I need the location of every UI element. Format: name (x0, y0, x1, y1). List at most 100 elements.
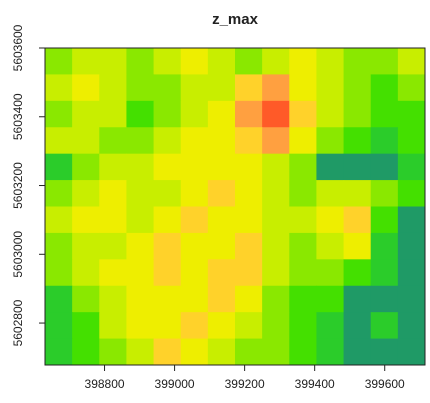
raster-cell (207, 74, 236, 102)
raster-cell (235, 312, 263, 340)
raster-cell (370, 232, 399, 260)
raster-cell (397, 74, 426, 102)
raster-cell (235, 285, 263, 313)
raster (45, 48, 426, 366)
raster-cell (397, 206, 426, 234)
raster-cell (343, 127, 372, 155)
raster-cell (99, 100, 127, 128)
raster-cell (153, 48, 182, 75)
raster-cell (316, 74, 345, 102)
raster-cell (289, 338, 317, 366)
raster-cell (45, 48, 73, 75)
x-tick-label: 399600 (365, 377, 405, 391)
y-tick-label: 5603600 (11, 24, 25, 71)
raster-cell (99, 259, 127, 287)
raster-cell (126, 127, 155, 155)
raster-cell (126, 153, 155, 181)
raster-cell (153, 259, 182, 287)
raster-cell (207, 338, 236, 366)
raster-cell (397, 259, 426, 287)
raster-cell (72, 312, 100, 340)
y-tick-label: 5603200 (11, 162, 25, 209)
raster-cell (207, 312, 236, 340)
raster-cell (316, 127, 345, 155)
raster-cell (262, 206, 290, 234)
raster-cell (45, 74, 73, 102)
raster-cell (126, 48, 155, 75)
raster-cell (153, 180, 182, 207)
raster-cell (343, 206, 372, 234)
x-tick-label: 399000 (155, 377, 195, 391)
raster-cell (72, 206, 100, 234)
raster-cell (316, 259, 345, 287)
raster-cell (370, 100, 399, 128)
raster-cell (370, 48, 399, 75)
raster-cell (370, 338, 399, 366)
raster-cell (235, 48, 263, 75)
raster-cell (45, 285, 73, 313)
raster-cell (370, 180, 399, 207)
raster-cell (207, 153, 236, 181)
raster-cell (153, 206, 182, 234)
raster-cell (235, 153, 263, 181)
raster-cell (72, 127, 100, 155)
raster-cell (343, 180, 372, 207)
raster-cell (153, 285, 182, 313)
raster-cell (289, 312, 317, 340)
raster-cell (126, 312, 155, 340)
raster-cell (153, 232, 182, 260)
raster-cell (343, 312, 372, 340)
raster-cell (316, 285, 345, 313)
raster-cell (180, 127, 209, 155)
raster-cell (72, 153, 100, 181)
raster-cell (235, 232, 263, 260)
raster-cell (262, 232, 290, 260)
raster-cell (207, 48, 236, 75)
raster-cell (289, 153, 317, 181)
raster-cell (180, 338, 209, 366)
raster-cell (72, 285, 100, 313)
raster-cell (262, 259, 290, 287)
raster-cell (180, 206, 209, 234)
raster-cell (207, 232, 236, 260)
raster-cell (262, 48, 290, 75)
raster-cell (235, 127, 263, 155)
raster-cell (262, 338, 290, 366)
y-tick-label: 5603400 (11, 93, 25, 140)
raster-cell (45, 127, 73, 155)
raster-cell (397, 285, 426, 313)
raster-cell (397, 153, 426, 181)
raster-cell (316, 153, 345, 181)
raster-cell (45, 259, 73, 287)
raster-cell (207, 180, 236, 207)
raster-cell (207, 127, 236, 155)
raster-cell (397, 338, 426, 366)
raster-cell (153, 127, 182, 155)
raster-cell (370, 285, 399, 313)
raster-cell (72, 180, 100, 207)
raster-cell (343, 338, 372, 366)
raster-cell (180, 259, 209, 287)
raster-cell (72, 74, 100, 102)
raster-cell (99, 285, 127, 313)
raster-cell (343, 100, 372, 128)
raster-cell (343, 153, 372, 181)
plot-frame (44, 47, 426, 366)
raster-cell (397, 127, 426, 155)
raster-cell (126, 232, 155, 260)
raster-cell (45, 232, 73, 260)
raster-cell (72, 338, 100, 366)
raster-cell (180, 285, 209, 313)
raster-cell (99, 338, 127, 366)
raster-cell (343, 232, 372, 260)
raster-cell (180, 232, 209, 260)
raster-cell (99, 48, 127, 75)
raster-cell (235, 100, 263, 128)
raster-cell (72, 100, 100, 128)
raster-cell (99, 74, 127, 102)
x-tick-label: 399400 (295, 377, 335, 391)
raster-cell (235, 206, 263, 234)
x-tick-label: 399200 (225, 377, 265, 391)
raster-cell (316, 338, 345, 366)
